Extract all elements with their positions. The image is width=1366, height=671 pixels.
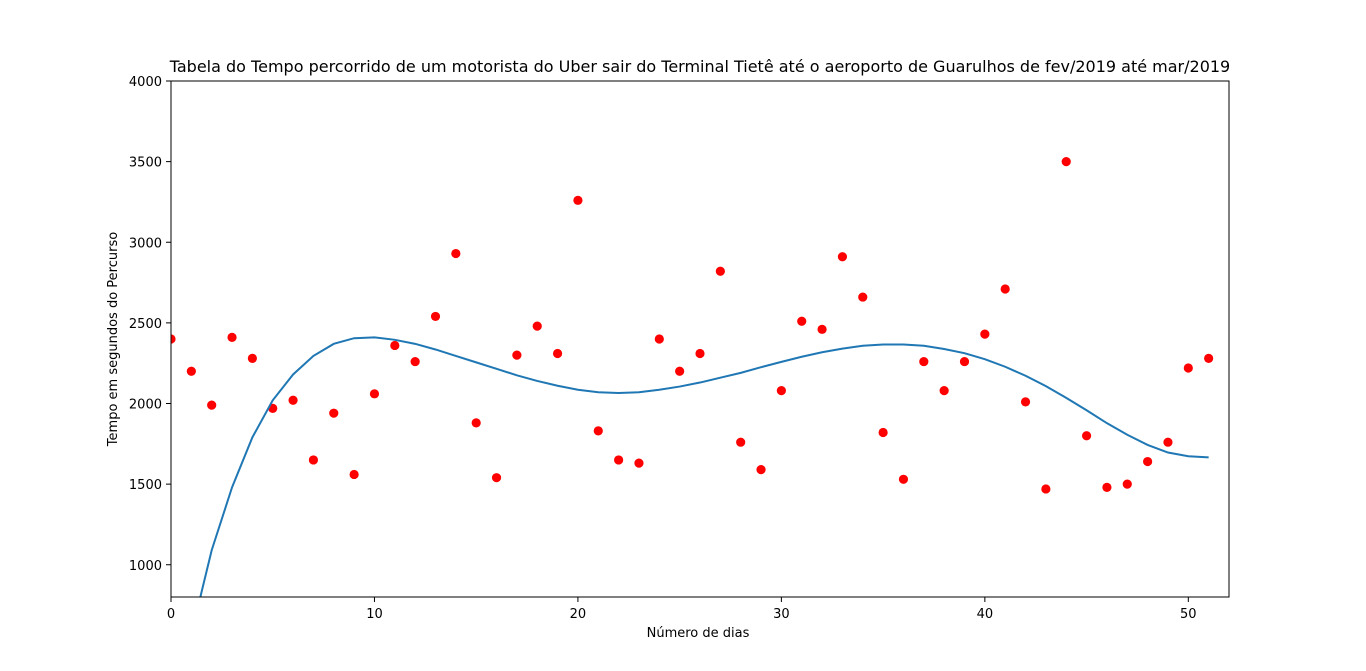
data-point <box>1163 437 1173 447</box>
data-point <box>1061 157 1071 167</box>
y-tick-label: 1000 <box>129 559 162 574</box>
data-point <box>715 266 725 276</box>
x-tick-label: 0 <box>167 607 175 622</box>
y-axis-label: Tempo em segundos do Percurso <box>106 232 121 447</box>
data-point <box>349 469 359 480</box>
axes: 0 10 20 30 40 50 1000 1500 2000 2500 3000 3500 4000 <box>129 75 1197 622</box>
data-point <box>491 473 502 483</box>
data-point <box>919 356 929 367</box>
data-point <box>1183 363 1193 373</box>
x-tick-label: 40 <box>977 607 994 622</box>
data-point <box>186 366 196 376</box>
data-point <box>227 332 237 342</box>
data-point <box>1122 479 1132 489</box>
data-point <box>1000 284 1010 294</box>
data-point <box>776 386 786 396</box>
x-tick-label: 50 <box>1180 607 1197 622</box>
y-tick-label: 1500 <box>129 478 162 493</box>
data-point <box>1081 431 1092 441</box>
data-point <box>369 389 380 399</box>
data-point <box>410 356 420 367</box>
y-tick-label: 3500 <box>129 156 162 171</box>
data-point <box>654 334 664 344</box>
data-point <box>797 316 807 326</box>
data-point <box>1020 397 1031 407</box>
data-point <box>247 353 257 363</box>
x-tick-label: 10 <box>366 607 383 622</box>
data-point <box>1041 484 1051 494</box>
data-point <box>552 348 563 359</box>
data-point <box>171 334 176 344</box>
data-point <box>614 455 624 465</box>
axes-frame <box>170 80 1230 598</box>
data-point <box>1102 482 1112 492</box>
data-point <box>430 311 441 322</box>
data-point <box>695 348 705 359</box>
data-point <box>898 474 909 484</box>
y-tick-label: 2000 <box>129 398 162 413</box>
data-point <box>878 427 888 438</box>
data-point <box>308 455 319 465</box>
data-point <box>471 418 481 428</box>
chart-title: Tabela do Tempo percorrido de um motoris… <box>169 57 1230 76</box>
x-axis-label: Número de dias <box>647 626 750 641</box>
data-point <box>756 465 766 475</box>
data-point <box>288 395 298 405</box>
data-point <box>451 248 461 259</box>
data-point <box>675 366 685 376</box>
fit-curve-line <box>199 336 1209 597</box>
data-point <box>980 329 990 339</box>
data-point <box>1143 456 1153 467</box>
y-tick-label: 3000 <box>129 236 162 251</box>
x-tick-label: 20 <box>570 607 587 622</box>
data-point <box>329 408 339 418</box>
data-point <box>858 292 868 302</box>
data-point <box>512 350 522 360</box>
data-point <box>959 356 970 367</box>
y-tick-label: 2500 <box>129 317 162 332</box>
data-point <box>573 195 583 205</box>
y-tick-label: 4000 <box>129 75 162 90</box>
data-point <box>1204 353 1214 363</box>
data-point <box>390 340 400 351</box>
data-point <box>532 321 542 331</box>
data-point <box>837 252 848 262</box>
data-point <box>207 400 217 410</box>
data-point <box>593 426 603 436</box>
plot-area <box>171 157 1214 597</box>
x-tick-label: 30 <box>773 607 790 622</box>
data-point <box>817 324 827 334</box>
data-point <box>736 437 746 447</box>
data-point <box>634 458 644 468</box>
data-point <box>939 386 949 396</box>
